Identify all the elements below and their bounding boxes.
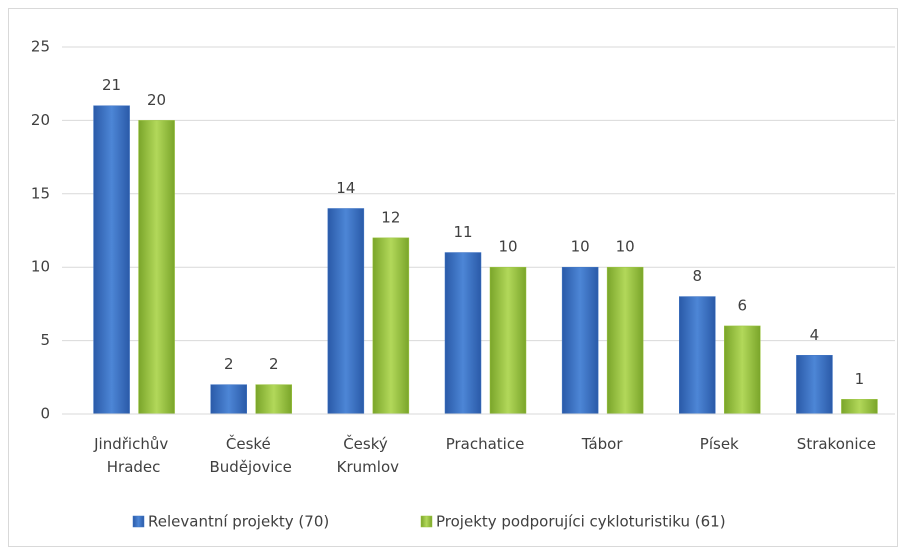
x-tick-label: Strakonice <box>797 435 876 453</box>
x-tick-label: Český Krumlov <box>337 434 399 476</box>
value-label: 10 <box>498 238 517 256</box>
bar <box>138 120 175 415</box>
value-label: 2 <box>269 355 279 373</box>
bar <box>444 252 482 415</box>
y-tick-label: 20 <box>31 111 50 129</box>
bar <box>679 296 716 415</box>
legend-swatch <box>420 515 433 528</box>
x-tick-label: Prachatice <box>446 435 525 453</box>
bar <box>841 399 878 415</box>
x-tick-label: Tábor <box>581 435 624 453</box>
bar <box>93 105 130 415</box>
value-label: 11 <box>453 223 472 241</box>
value-label: 20 <box>147 91 166 109</box>
value-label: 1 <box>855 370 865 388</box>
y-tick-label: 10 <box>31 258 50 276</box>
bar <box>327 208 365 415</box>
value-label: 14 <box>336 179 355 197</box>
y-tick-label: 5 <box>40 331 50 349</box>
legend-label: Relevantní projekty (70) <box>148 513 329 531</box>
value-label: 6 <box>738 296 748 314</box>
bar <box>210 384 247 415</box>
x-tick-label: Písek <box>700 435 739 453</box>
bar <box>796 355 833 415</box>
x-tick-label: Jindřichův Hradec <box>93 435 173 476</box>
value-label: 8 <box>693 267 703 285</box>
y-tick-label: 25 <box>31 38 50 56</box>
bar <box>372 237 410 415</box>
y-tick-label: 15 <box>31 184 50 202</box>
value-label: 2 <box>224 355 234 373</box>
legend-label: Projekty podporujíci cykloturistiku (61) <box>436 513 726 531</box>
bar <box>255 384 292 415</box>
value-label: 10 <box>616 238 635 256</box>
bar <box>724 325 761 415</box>
bar <box>561 266 599 415</box>
value-label: 12 <box>381 208 400 226</box>
bar <box>606 266 644 415</box>
bar <box>489 266 527 415</box>
value-label: 21 <box>102 76 121 94</box>
x-tick-label: České Budějovice <box>210 434 292 476</box>
y-tick-label: 0 <box>40 405 50 423</box>
legend-swatch <box>132 515 145 528</box>
value-label: 10 <box>571 238 590 256</box>
value-label: 4 <box>810 326 820 344</box>
